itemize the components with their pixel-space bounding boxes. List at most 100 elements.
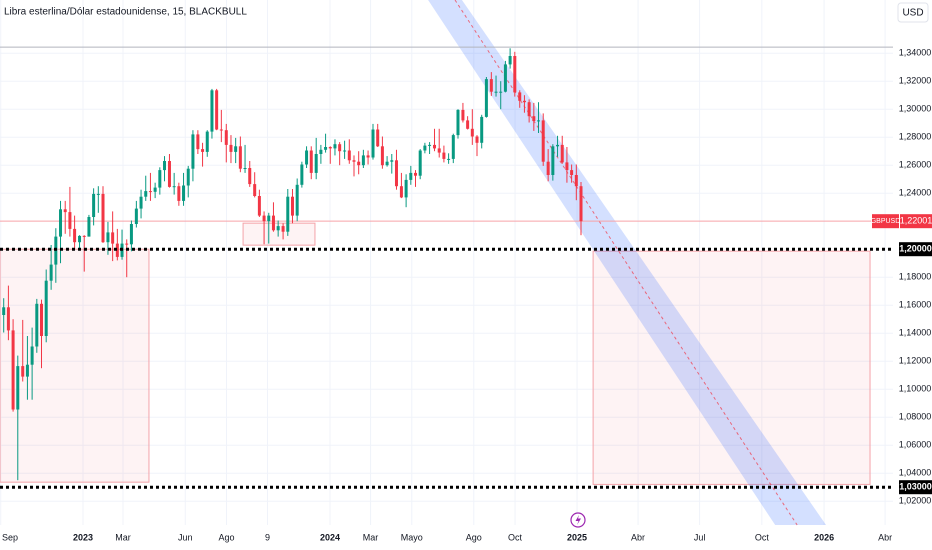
candle-body xyxy=(518,92,522,101)
y-tick-label: 1,12000 xyxy=(899,356,932,366)
candle-body xyxy=(238,146,242,169)
candle-body xyxy=(371,129,375,158)
candle-body xyxy=(361,155,365,166)
x-tick-label: Abr xyxy=(631,532,645,542)
candle-body xyxy=(404,179,408,198)
x-tick-label: Mar xyxy=(115,532,131,542)
candle-body xyxy=(499,91,503,93)
channel-midline xyxy=(454,0,798,526)
y-tick-label: 1,32000 xyxy=(899,76,932,86)
candle-body xyxy=(224,130,228,145)
candle-body xyxy=(390,160,394,162)
candle-body xyxy=(466,120,470,129)
candle-body xyxy=(144,191,148,197)
candle-body xyxy=(167,161,171,187)
currency[interactable]: USD xyxy=(902,8,923,19)
candle-body xyxy=(352,160,356,162)
x-tick-label: Sep xyxy=(2,532,18,542)
level-label: 1,20000 xyxy=(899,244,932,254)
candle-body xyxy=(129,224,133,245)
candle-body xyxy=(314,154,318,173)
candle-body xyxy=(300,164,304,185)
candle-body xyxy=(579,186,583,222)
candle-body xyxy=(125,243,129,245)
candle-body xyxy=(106,232,110,243)
x-tick-label: 2025 xyxy=(567,532,587,542)
candle-body xyxy=(262,215,266,222)
candle-body xyxy=(532,116,536,122)
candle-body xyxy=(338,144,342,152)
x-tick-label: Oct xyxy=(755,532,770,542)
candle-body xyxy=(305,150,309,165)
axes: 1,02000 1,04000 1,06000 1,08000 1,10000 1,120… xyxy=(0,48,932,542)
candle-body xyxy=(418,150,422,176)
candle-body xyxy=(158,170,162,188)
candle-body xyxy=(394,160,398,187)
candle-body xyxy=(35,303,39,347)
x-tick-label: 2023 xyxy=(73,532,93,542)
candle-body xyxy=(59,209,63,237)
candle-body xyxy=(248,168,252,185)
y-tick-label: 1,18000 xyxy=(899,272,932,282)
event-bolt xyxy=(575,515,581,525)
candle-body xyxy=(484,79,488,117)
candle-body xyxy=(201,149,205,152)
candle-body xyxy=(503,64,507,92)
candle-body xyxy=(409,172,413,180)
chart-title: Libra esterlina/Dólar estadounidense, 15… xyxy=(4,7,247,18)
x-tick-label: Abr xyxy=(878,532,892,542)
candle-body xyxy=(196,134,200,150)
candle-body xyxy=(357,161,361,166)
candle-body xyxy=(447,158,451,160)
candle-body xyxy=(366,155,370,158)
candle-body xyxy=(234,146,238,152)
x-tick-label: Mayo xyxy=(401,532,423,542)
candle-body xyxy=(243,168,247,169)
candle-body xyxy=(6,307,10,331)
candle-body xyxy=(475,136,479,143)
candles xyxy=(2,48,583,481)
currency-box[interactable] xyxy=(897,2,929,23)
candle-body xyxy=(68,212,72,229)
symbol-label: GBPUSD xyxy=(871,218,901,225)
candle-body xyxy=(343,150,347,152)
candle-body xyxy=(101,193,105,243)
candle-body xyxy=(560,144,564,163)
zone xyxy=(242,222,316,246)
y-tick-label: 1,30000 xyxy=(899,104,932,114)
candle-body xyxy=(494,91,498,93)
candle-body xyxy=(527,102,531,117)
candle-body xyxy=(574,175,578,187)
y-tick-label: 1,28000 xyxy=(899,132,932,142)
candle-body xyxy=(480,116,484,143)
candle-body xyxy=(437,148,441,153)
candle-body xyxy=(82,235,86,237)
candle-body xyxy=(2,307,6,315)
zone xyxy=(592,250,871,485)
y-tick-label: 1,24000 xyxy=(899,188,932,198)
candle-body xyxy=(385,161,389,166)
candle-body xyxy=(556,144,560,147)
last-price-label: 1,22001 xyxy=(900,216,932,226)
candle-body xyxy=(92,193,96,217)
x-tick-label: 9 xyxy=(265,532,270,542)
level-label: 1,03000 xyxy=(899,482,932,492)
candle-body xyxy=(333,144,337,149)
candle-body xyxy=(73,228,77,243)
candle-body xyxy=(177,186,181,201)
candle-body xyxy=(205,131,209,152)
event-icon[interactable] xyxy=(570,512,586,528)
candle-body xyxy=(286,196,290,232)
candle-body xyxy=(508,56,512,65)
candle-body xyxy=(271,215,275,231)
candle-body xyxy=(570,170,574,175)
candle-body xyxy=(281,226,285,232)
candle-body xyxy=(537,120,541,122)
candle-body xyxy=(134,208,138,224)
candle-body xyxy=(40,303,44,336)
candle-body xyxy=(63,209,67,213)
candle-body xyxy=(546,161,550,175)
candle-body xyxy=(96,193,100,195)
candle-body xyxy=(25,364,29,377)
